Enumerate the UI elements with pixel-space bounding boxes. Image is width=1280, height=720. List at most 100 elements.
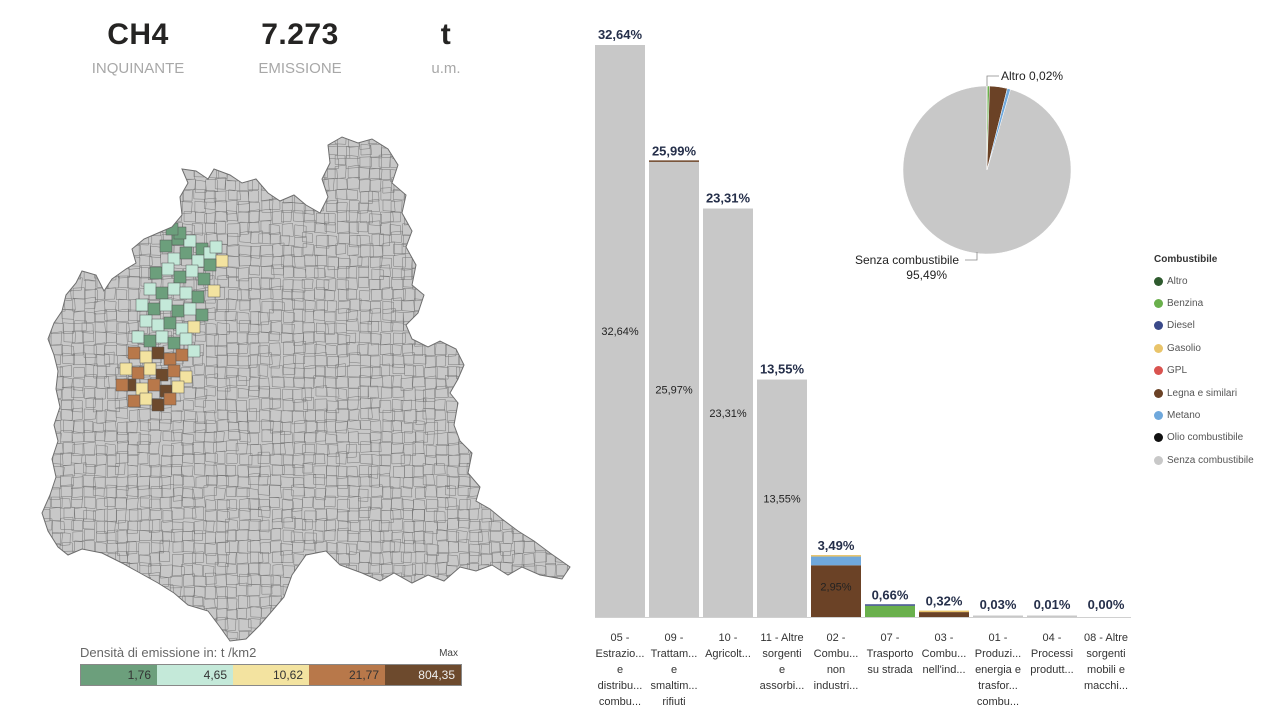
municipality xyxy=(379,264,391,277)
municipality-highlight[interactable] xyxy=(151,318,165,332)
municipality xyxy=(545,597,560,611)
density-class-5[interactable]: 804,35 xyxy=(385,665,461,685)
legend-item-diesel[interactable]: Diesel xyxy=(1154,315,1254,337)
density-class-3[interactable]: 10,62 xyxy=(233,665,309,685)
bar-segment[interactable] xyxy=(919,610,969,613)
municipality-highlight[interactable] xyxy=(173,270,187,284)
municipality-highlight[interactable] xyxy=(143,282,157,296)
municipality-highlight[interactable] xyxy=(163,352,177,366)
bar-segment[interactable] xyxy=(865,605,915,617)
municipality xyxy=(544,452,557,463)
municipality-highlight[interactable] xyxy=(147,302,161,316)
pie-slice[interactable] xyxy=(902,85,1072,255)
municipality-highlight[interactable] xyxy=(131,366,145,380)
municipality-highlight[interactable] xyxy=(119,362,133,376)
legend-item-legna[interactable]: Legna e similari xyxy=(1154,382,1254,404)
pie-slice[interactable] xyxy=(986,88,1011,171)
municipality-highlight[interactable] xyxy=(115,378,129,392)
municipality-highlight[interactable] xyxy=(187,320,201,334)
municipality-highlight[interactable] xyxy=(151,346,165,360)
municipality-highlight[interactable] xyxy=(163,316,177,330)
municipality-highlight[interactable] xyxy=(147,378,161,392)
bar-segment[interactable] xyxy=(811,555,861,557)
municipality xyxy=(49,598,61,611)
municipality xyxy=(258,498,271,512)
bar-segment[interactable] xyxy=(919,612,969,617)
municipality-highlight[interactable] xyxy=(171,380,185,394)
municipality-highlight[interactable] xyxy=(185,264,199,278)
density-class-1[interactable]: 1,76 xyxy=(81,665,157,685)
municipality xyxy=(467,573,481,586)
municipality-highlight[interactable] xyxy=(139,314,153,328)
municipality-highlight[interactable] xyxy=(155,286,169,300)
municipality-highlight[interactable] xyxy=(197,272,211,286)
municipality-highlight[interactable] xyxy=(175,348,189,362)
municipality-highlight[interactable] xyxy=(139,350,153,364)
lombardy-density-map[interactable] xyxy=(40,135,575,645)
legend-item-olio[interactable]: Olio combustibile xyxy=(1154,427,1254,449)
municipality-highlight[interactable] xyxy=(167,336,181,350)
municipality-highlight[interactable] xyxy=(143,334,157,348)
municipality-highlight[interactable] xyxy=(179,286,193,300)
legend-item-senza[interactable]: Senza combustibile xyxy=(1154,449,1254,471)
bar-segment[interactable] xyxy=(973,615,1023,618)
legend-item-benzina[interactable]: Benzina xyxy=(1154,292,1254,314)
municipality xyxy=(415,619,429,633)
municipality-highlight[interactable] xyxy=(187,344,201,358)
density-class-2[interactable]: 4,65 xyxy=(157,665,233,685)
municipality xyxy=(557,144,568,156)
municipality-highlight[interactable] xyxy=(179,332,193,346)
bar-segment[interactable] xyxy=(595,45,645,617)
municipality-highlight[interactable] xyxy=(159,239,173,253)
municipality-highlight[interactable] xyxy=(171,304,185,318)
municipality-highlight[interactable] xyxy=(127,394,141,408)
municipality-highlight[interactable] xyxy=(179,246,193,260)
municipality xyxy=(459,377,471,390)
municipality xyxy=(72,407,83,421)
municipality-highlight[interactable] xyxy=(155,330,169,344)
municipality-highlight[interactable] xyxy=(143,362,157,376)
legend-item-metano[interactable]: Metano xyxy=(1154,404,1254,426)
municipality-highlight[interactable] xyxy=(159,298,173,312)
legend-marker xyxy=(1154,366,1163,376)
bar-segment[interactable] xyxy=(649,161,699,617)
municipality xyxy=(345,332,357,344)
bar-segment[interactable] xyxy=(811,565,861,617)
legend-item-gasolio[interactable]: Gasolio xyxy=(1154,337,1254,359)
legend-item-gpl[interactable]: GPL xyxy=(1154,360,1254,382)
bar-segment[interactable] xyxy=(865,604,915,606)
municipality-highlight[interactable] xyxy=(135,298,149,312)
bar-segment[interactable] xyxy=(649,160,699,162)
municipality-highlight[interactable] xyxy=(183,302,197,316)
municipality-highlight[interactable] xyxy=(151,398,165,412)
municipality-highlight[interactable] xyxy=(161,262,175,276)
municipality xyxy=(226,243,240,258)
density-class-4[interactable]: 21,77 xyxy=(309,665,385,685)
municipality-highlight[interactable] xyxy=(179,370,193,384)
municipality xyxy=(492,551,503,563)
bar-segment[interactable] xyxy=(1027,615,1077,618)
legend-item-altro[interactable]: Altro xyxy=(1154,270,1254,292)
bar-segment[interactable] xyxy=(811,556,861,566)
municipality xyxy=(48,158,62,172)
municipality-highlight[interactable] xyxy=(215,254,229,268)
municipality xyxy=(215,267,228,280)
municipality xyxy=(183,586,195,598)
municipality-highlight[interactable] xyxy=(127,346,141,360)
municipality-highlight[interactable] xyxy=(195,308,209,322)
municipality-highlight[interactable] xyxy=(191,290,205,304)
municipality-highlight[interactable] xyxy=(167,282,181,296)
municipality-highlight[interactable] xyxy=(167,364,181,378)
bar-segment[interactable] xyxy=(703,208,753,618)
municipality-highlight[interactable] xyxy=(207,284,221,298)
municipality-highlight[interactable] xyxy=(163,392,177,406)
municipality-highlight[interactable] xyxy=(131,330,145,344)
municipality-highlight[interactable] xyxy=(203,258,217,272)
municipality xyxy=(489,341,501,353)
municipality xyxy=(325,485,339,498)
municipality-highlight[interactable] xyxy=(209,240,223,254)
municipality-highlight[interactable] xyxy=(139,392,153,406)
municipality-highlight[interactable] xyxy=(149,266,163,280)
municipality xyxy=(235,443,248,455)
bar-segment[interactable] xyxy=(757,379,807,617)
